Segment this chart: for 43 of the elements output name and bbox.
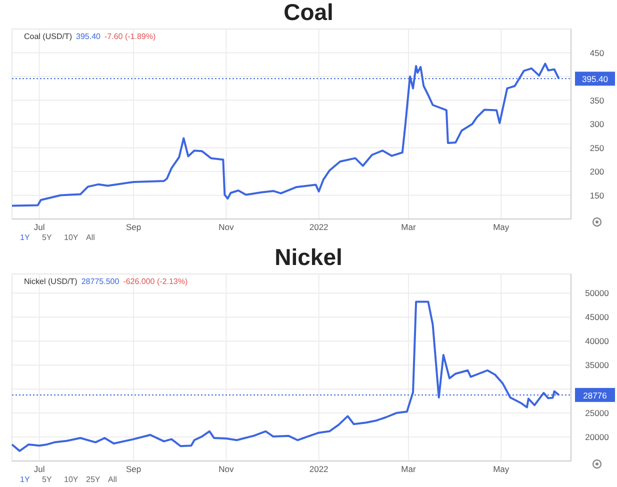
x-tick-label: Sep xyxy=(126,222,142,232)
text: 10Y xyxy=(64,233,79,242)
x-tick-label: Nov xyxy=(218,222,234,232)
ref-line-label: 395.40 xyxy=(582,74,608,84)
x-tick-label: 2022 xyxy=(309,464,329,474)
text: 25Y xyxy=(86,475,101,484)
y-tick-label: 45000 xyxy=(585,312,610,322)
chart-title: Coal xyxy=(284,0,334,25)
y-tick-label: 40000 xyxy=(585,336,610,346)
text: 1Y xyxy=(20,475,30,484)
x-tick-label: Jul xyxy=(34,464,45,474)
x-tick-label: Mar xyxy=(401,222,416,232)
annotation: 28775.500 xyxy=(81,277,120,286)
annotation: -7.60 (-1.89%) xyxy=(104,32,156,41)
text: All xyxy=(86,233,96,242)
y-tick-label: 20000 xyxy=(585,432,610,442)
chart-title: Nickel xyxy=(274,244,342,270)
ref-line-label: 28776 xyxy=(583,390,608,400)
x-tick-label: Mar xyxy=(401,464,416,474)
y-tick-label: 450 xyxy=(590,48,604,58)
annotation: Coal (USD/T) xyxy=(24,32,72,41)
text: All xyxy=(108,475,118,484)
x-tick-label: Nov xyxy=(218,464,234,474)
y-tick-label: 300 xyxy=(590,119,604,129)
annotation: -626.000 (-2.13%) xyxy=(123,277,188,286)
x-tick-label: Jul xyxy=(34,222,45,232)
text: 5Y xyxy=(42,475,52,484)
annotation: 395.40 xyxy=(76,32,102,41)
y-tick-label: 250 xyxy=(590,142,604,153)
text: 5Y xyxy=(42,233,52,242)
text: 1Y xyxy=(20,233,30,242)
y-tick-label: 35000 xyxy=(585,360,610,370)
text: 10Y xyxy=(64,475,79,484)
x-tick-label: May xyxy=(493,464,510,474)
y-tick-label: 350 xyxy=(590,95,604,106)
y-tick-label: 50000 xyxy=(585,288,610,298)
x-tick-label: 2022 xyxy=(309,222,329,232)
x-tick-label: May xyxy=(493,222,510,232)
x-tick-label: Sep xyxy=(126,464,142,474)
y-tick-label: 150 xyxy=(590,190,604,200)
y-tick-label: 25000 xyxy=(585,408,610,418)
annotation: Nickel (USD/T) xyxy=(24,277,78,286)
y-tick-label: 200 xyxy=(590,166,604,176)
